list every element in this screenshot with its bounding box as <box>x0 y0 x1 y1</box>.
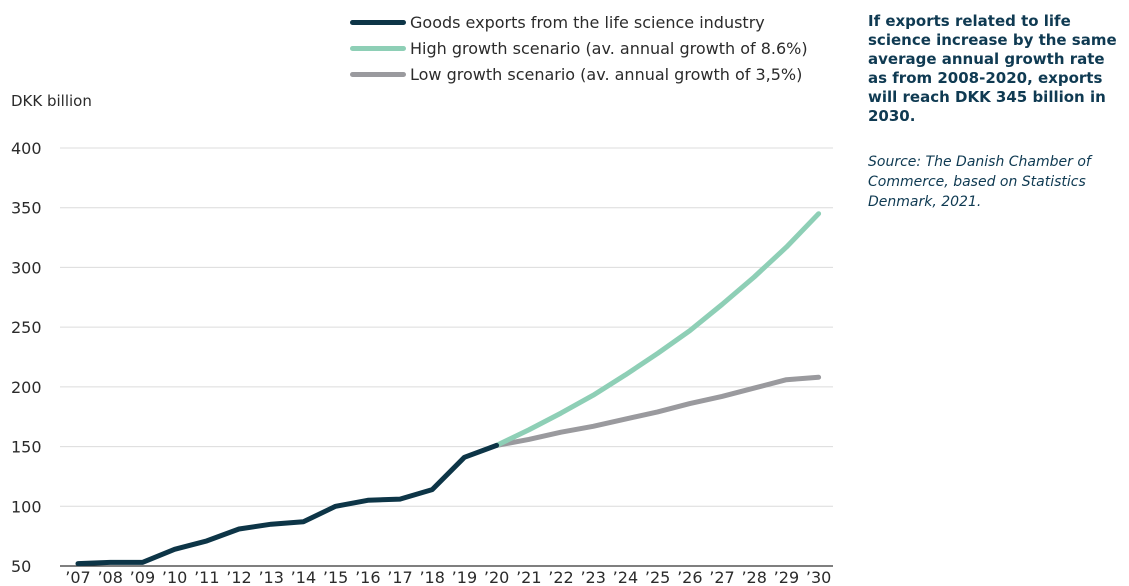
x-tick-label: ’14 <box>291 568 316 586</box>
legend-item-exports: Goods exports from the life science indu… <box>350 10 808 36</box>
legend-label-low-growth: Low growth scenario (av. annual growth o… <box>410 65 803 84</box>
x-tick-label: ’27 <box>709 568 734 586</box>
y-tick-label: 300 <box>11 258 42 277</box>
legend-label-high-growth: High growth scenario (av. annual growth … <box>410 39 808 58</box>
legend-swatch-low-growth <box>350 72 406 77</box>
y-axis-ticks: 50 100 150 200 250 300 350 400 <box>11 139 42 576</box>
x-tick-label: ’15 <box>323 568 348 586</box>
y-tick-label: 100 <box>11 497 42 516</box>
legend-swatch-high-growth <box>350 46 406 51</box>
y-tick-label: 200 <box>11 378 42 397</box>
side-note: If exports related to life science incre… <box>868 12 1126 212</box>
gridlines <box>60 147 833 567</box>
x-tick-label: ’18 <box>419 568 444 586</box>
x-tick-label: ’17 <box>387 568 412 586</box>
side-note-source: Source: The Danish Chamber of Commerce, … <box>868 154 1091 210</box>
legend: Goods exports from the life science indu… <box>350 10 808 88</box>
y-tick-label: 250 <box>11 318 42 337</box>
x-tick-label: ’23 <box>580 568 605 586</box>
series-line-2 <box>494 374 822 448</box>
x-tick-label: ’28 <box>741 568 766 586</box>
x-axis-ticks: ’07 ’08 ’09 ’10 ’11 ’12 ’13 ’14 ’15 ’16 ’17 ’18 ’19 ’… <box>65 568 831 586</box>
x-tick-label: ’29 <box>774 568 799 586</box>
y-tick-label: 50 <box>11 557 31 576</box>
x-tick-label: ’11 <box>194 568 219 586</box>
x-tick-label: ’21 <box>516 568 541 586</box>
side-note-headline: If exports related to life science incre… <box>868 12 1117 125</box>
legend-item-low-growth: Low growth scenario (av. annual growth o… <box>350 62 808 88</box>
x-tick-label: ’20 <box>484 568 509 586</box>
series-line-1 <box>494 211 822 448</box>
x-tick-label: ’07 <box>65 568 90 586</box>
legend-item-high-growth: High growth scenario (av. annual growth … <box>350 36 808 62</box>
y-axis-label: DKK billion <box>11 92 92 110</box>
x-tick-label: ’26 <box>677 568 702 586</box>
x-tick-label: ’09 <box>130 568 155 586</box>
legend-label-exports: Goods exports from the life science indu… <box>410 13 765 32</box>
y-tick-label: 350 <box>11 199 42 218</box>
x-tick-label: ’24 <box>613 568 638 586</box>
x-tick-label: ’22 <box>548 568 573 586</box>
series-lines <box>75 211 822 567</box>
legend-swatch-exports <box>350 20 406 25</box>
x-tick-label: ’13 <box>258 568 283 586</box>
x-tick-label: ’10 <box>162 568 187 586</box>
x-tick-label: ’16 <box>355 568 380 586</box>
y-tick-label: 150 <box>11 438 42 457</box>
x-tick-label: ’08 <box>97 568 122 586</box>
x-tick-label: ’30 <box>806 568 831 586</box>
x-tick-label: ’19 <box>452 568 477 586</box>
x-tick-label: ’25 <box>645 568 670 586</box>
series-line-0 <box>75 442 500 567</box>
y-tick-label: 400 <box>11 139 42 158</box>
x-tick-label: ’12 <box>226 568 251 586</box>
